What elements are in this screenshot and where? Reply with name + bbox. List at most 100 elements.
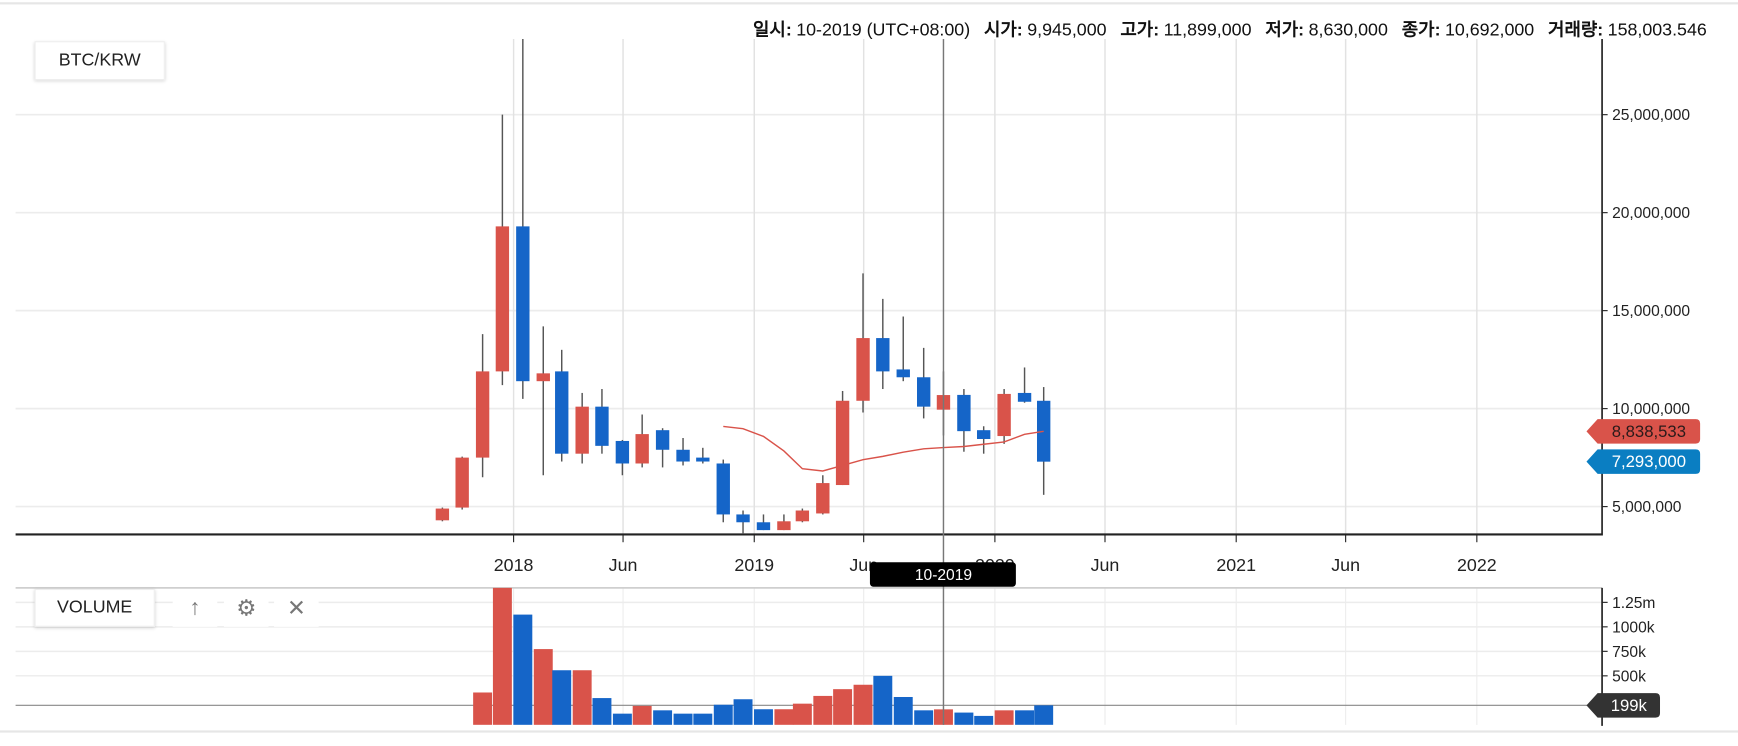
volume-bar[interactable] xyxy=(813,695,833,725)
volume-bar[interactable] xyxy=(492,587,512,725)
time-tick-label: Jun xyxy=(609,555,638,575)
candle-body[interactable] xyxy=(516,226,530,382)
candle-body[interactable] xyxy=(957,394,971,432)
candle-body[interactable] xyxy=(495,226,510,372)
volume-bar[interactable] xyxy=(533,649,553,725)
candle-body[interactable] xyxy=(536,373,550,382)
candle-body[interactable] xyxy=(736,514,750,523)
candle-body[interactable] xyxy=(575,406,589,454)
time-tick-label: Jun xyxy=(1331,555,1360,575)
volume-tick-label: 1.25m xyxy=(1612,595,1655,612)
candle-body[interactable] xyxy=(896,369,910,378)
ma-price-badge: 8,838,533 xyxy=(1612,422,1686,441)
open-value: 9,945,000 xyxy=(1027,21,1107,41)
volume-tick-label: 750k xyxy=(1612,644,1646,661)
candle-body[interactable] xyxy=(835,400,850,486)
time-tick-label: 2018 xyxy=(494,555,534,575)
candle-body[interactable] xyxy=(676,449,690,462)
high-value: 11,899,000 xyxy=(1163,21,1252,41)
volume-bar[interactable] xyxy=(552,670,572,725)
volume-label: 거래량: xyxy=(1548,21,1604,41)
volume-bar[interactable] xyxy=(693,713,713,725)
candle-body[interactable] xyxy=(555,371,569,454)
time-tick-label: 2021 xyxy=(1216,555,1256,575)
volume-bar[interactable] xyxy=(774,709,794,725)
candle-body[interactable] xyxy=(696,457,710,462)
time-tick-label: Jun xyxy=(1091,555,1120,575)
close-label: 종가: xyxy=(1401,21,1441,41)
low-label: 저가: xyxy=(1265,21,1305,41)
volume-bar[interactable] xyxy=(673,713,693,725)
candle-body[interactable] xyxy=(655,430,670,450)
high-label: 고가: xyxy=(1120,21,1160,41)
volume-bar[interactable] xyxy=(994,710,1014,725)
volume-indicator-button[interactable]: VOLUME xyxy=(34,588,155,627)
arrow-up-icon[interactable]: ↑ xyxy=(172,588,218,627)
ohlc-header: 일시: 10-2019 (UTC+08:00) 시가: 9,945,000 고가: 1… xyxy=(744,14,1707,41)
candle-body[interactable] xyxy=(795,510,810,522)
candle-body[interactable] xyxy=(917,377,931,407)
volume-bar[interactable] xyxy=(1034,705,1054,725)
open-label: 시가: xyxy=(984,21,1023,41)
candle-body[interactable] xyxy=(595,406,609,446)
close-value: 10,692,000 xyxy=(1444,21,1535,41)
price-tick-label: 20,000,000 xyxy=(1612,205,1690,222)
price-tick-label: 5,000,000 xyxy=(1612,499,1682,516)
pair-button[interactable]: BTC/KRW xyxy=(34,41,165,81)
candle-body[interactable] xyxy=(1017,392,1032,402)
volume-bar[interactable] xyxy=(1015,710,1035,725)
time-tick-label: 2019 xyxy=(734,555,774,575)
price-tick-label: 25,000,000 xyxy=(1612,107,1690,124)
candle-body[interactable] xyxy=(856,338,870,401)
volume-bar[interactable] xyxy=(833,689,853,725)
volume-bar[interactable] xyxy=(632,705,652,725)
volume-bar[interactable] xyxy=(592,698,612,725)
volume-tick-label: 1000k xyxy=(1612,619,1655,636)
time-tick-label: 2022 xyxy=(1457,555,1497,575)
volume-bar[interactable] xyxy=(974,715,994,725)
volume-bar[interactable] xyxy=(853,684,873,725)
candle-body[interactable] xyxy=(777,521,791,531)
volume-bar[interactable] xyxy=(754,709,773,725)
candle-body[interactable] xyxy=(716,463,730,515)
candle-body[interactable] xyxy=(756,522,771,531)
candle-body[interactable] xyxy=(475,371,490,458)
volume-bar[interactable] xyxy=(914,710,934,725)
ma-price-badge-bg xyxy=(1586,419,1701,444)
crosshair: 10-2019 xyxy=(869,38,1016,725)
candle-body[interactable] xyxy=(635,434,649,464)
volume-bar[interactable] xyxy=(713,704,733,725)
candle-body[interactable] xyxy=(976,430,991,439)
volume-bar[interactable] xyxy=(572,670,592,725)
price-tick-label: 10,000,000 xyxy=(1612,401,1690,418)
bottom-divider xyxy=(0,730,1738,733)
date-label: 일시: xyxy=(753,21,792,41)
candle-body[interactable] xyxy=(816,483,830,514)
candle-body[interactable] xyxy=(876,338,890,372)
candle-body[interactable] xyxy=(997,393,1011,437)
gear-icon[interactable]: ⚙ xyxy=(223,588,269,627)
volume-bar[interactable] xyxy=(612,713,632,725)
volume-bar[interactable] xyxy=(873,675,893,725)
candle-body[interactable] xyxy=(455,457,469,508)
last-volume-badge-bg xyxy=(1586,693,1661,718)
low-value: 8,630,000 xyxy=(1308,21,1388,41)
volume-bar[interactable] xyxy=(733,699,753,725)
volume-bar[interactable] xyxy=(513,614,533,725)
volume-bar[interactable] xyxy=(473,692,493,725)
crosshair-date-box xyxy=(869,562,1016,587)
volume-tick-label: 500k xyxy=(1612,668,1646,685)
candle-body[interactable] xyxy=(615,440,630,464)
volume-value: 158,003.546 xyxy=(1607,21,1707,41)
volume-bar[interactable] xyxy=(893,696,913,725)
volume-bar[interactable] xyxy=(653,710,673,725)
volume-bar[interactable] xyxy=(954,712,974,725)
close-icon[interactable]: ✕ xyxy=(274,588,319,627)
crosshair-date-label: 10-2019 xyxy=(915,567,972,584)
candle-body[interactable] xyxy=(1036,400,1051,462)
volume-bar[interactable] xyxy=(792,703,812,725)
last-price-badge: 7,293,000 xyxy=(1612,452,1686,471)
candle-body[interactable] xyxy=(435,508,450,521)
